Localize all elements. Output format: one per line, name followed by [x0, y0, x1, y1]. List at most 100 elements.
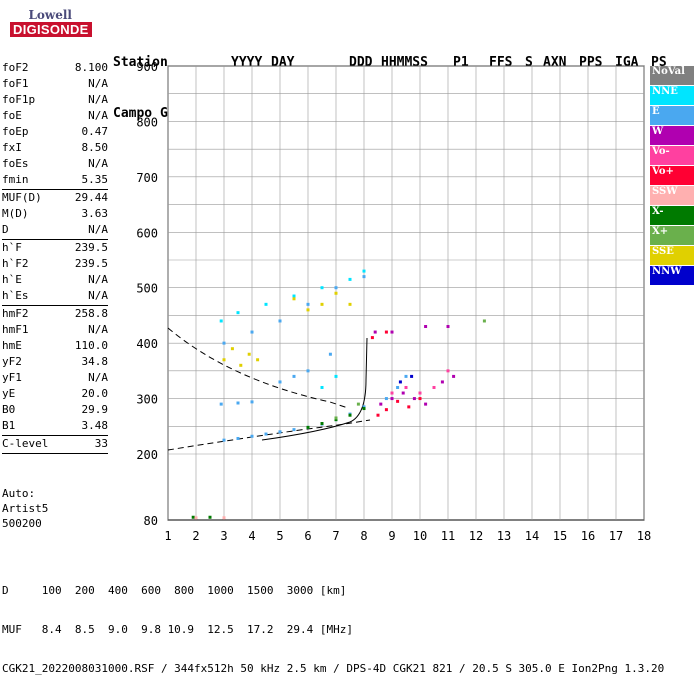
data-point-x- [191, 515, 195, 519]
data-point-nne [320, 286, 324, 290]
param-row: yF2 34.8 [2, 354, 108, 370]
polarization-legend: NoVal NNE E W Vo- Vo+ SSW X- X+ SSE NNW [650, 66, 694, 286]
auto-program: Artist5 [2, 502, 49, 515]
data-point-sse [334, 291, 338, 295]
data-point-e [334, 286, 338, 290]
ionogram-plot: 1 2 3 4 5 6 7 8 9 10 11 12 13 14 15 16 17 188020030040050… [136, 60, 651, 543]
param-row: B0 29.9 [2, 402, 108, 418]
data-point-e [292, 428, 296, 432]
x-tick-label: 16 [581, 529, 595, 543]
x-tick-label: 1 [164, 529, 171, 543]
data-point-w [373, 330, 377, 334]
data-point-vo- [418, 391, 422, 395]
x-tick-label: 13 [497, 529, 511, 543]
param-value: N/A [88, 77, 108, 90]
y-tick-label: 900 [136, 60, 158, 74]
data-point-nne [219, 319, 223, 323]
param-name: hmF1 [2, 323, 29, 336]
data-point-w [390, 397, 394, 401]
legend-item-ssw: SSW [650, 186, 694, 206]
x-tick-label: 3 [220, 529, 227, 543]
data-point-e [250, 434, 254, 438]
param-row: yE 20.0 [2, 386, 108, 402]
param-name: MUF(D) [2, 191, 42, 204]
x-tick-label: 14 [525, 529, 539, 543]
data-point-w [424, 402, 428, 406]
footer-info: D 100 200 400 600 800 1000 1500 3000 [km… [2, 558, 664, 688]
param-value: N/A [88, 93, 108, 106]
param-row: h`Es N/A [2, 288, 108, 304]
profile-curve [261, 337, 368, 441]
data-point-x- [348, 413, 352, 417]
param-value: 3.63 [81, 207, 109, 220]
data-point-e [236, 436, 240, 440]
param-row: foF2 8.100 [2, 60, 108, 76]
param-name: yE [2, 387, 16, 400]
x-tick-label: 17 [609, 529, 623, 543]
model-curve-lower [167, 419, 371, 451]
data-point-nne [292, 294, 296, 298]
param-name: hmF2 [2, 307, 29, 320]
data-point-vo- [384, 330, 388, 334]
data-point-e [264, 432, 268, 436]
param-value: 239.5 [74, 257, 108, 270]
x-tick-label: 10 [413, 529, 427, 543]
data-point-e [396, 385, 400, 389]
x-tick-label: 2 [192, 529, 199, 543]
header-label: S [525, 55, 533, 70]
param-name: yF1 [2, 371, 22, 384]
data-point-e [222, 438, 226, 442]
param-value: N/A [88, 371, 108, 384]
data-point-x- [356, 402, 360, 406]
param-separator [2, 305, 108, 306]
x-tick-label: 15 [553, 529, 567, 543]
param-name: foF2 [2, 61, 29, 74]
legend-item-e: E [650, 106, 694, 126]
data-point-vo- [432, 385, 436, 389]
data-point-sse [320, 302, 324, 306]
legend-item-sse: SSE [650, 246, 694, 266]
data-point-vo- [404, 385, 408, 389]
data-point-w [379, 402, 383, 406]
param-name: h`F [2, 241, 22, 254]
auto-code: 500200 [2, 517, 42, 530]
data-point-e [404, 374, 408, 378]
data-point-x- [482, 319, 486, 323]
footer-distance-row: D 100 200 400 600 800 1000 1500 3000 [km… [2, 584, 347, 597]
param-value: 29.9 [81, 403, 109, 416]
param-name: hmE [2, 339, 22, 352]
data-point-e [219, 402, 223, 406]
data-point-w [452, 374, 456, 378]
param-row: h`F2 239.5 [2, 256, 108, 272]
param-name: fxI [2, 141, 22, 154]
param-name: foF1p [2, 93, 36, 106]
data-point-e [384, 397, 388, 401]
data-point-vo- [384, 408, 388, 412]
param-name: h`E [2, 273, 22, 286]
param-separator [2, 435, 108, 436]
param-name: D [2, 223, 9, 236]
data-point-sse [230, 347, 234, 351]
param-name: h`Es [2, 289, 29, 302]
data-point-x- [362, 407, 366, 411]
legend-item-nne: NNE [650, 86, 694, 106]
data-point-sse [306, 308, 310, 312]
data-point-x- [334, 418, 338, 422]
param-row: M(D) 3.63 [2, 206, 108, 222]
param-value: 110.0 [74, 339, 108, 352]
param-row: MUF(D) 29.44 [2, 190, 108, 206]
param-row: hmE 110.0 [2, 338, 108, 354]
y-tick-label: 400 [136, 337, 158, 351]
data-point-e [250, 400, 254, 404]
data-point-e [222, 341, 226, 345]
param-name: B0 [2, 403, 16, 416]
lowell-digisonde-logo: Lowell DIGISONDE [4, 6, 92, 40]
data-point-e [306, 302, 310, 306]
y-tick-label: 300 [136, 393, 158, 407]
legend-item-nnw: NNW [650, 266, 694, 286]
data-point-sse [247, 352, 251, 356]
data-point-vo- [370, 336, 374, 340]
data-point-vo- [390, 391, 394, 395]
param-row: B1 3.48 [2, 418, 108, 434]
data-point-w [412, 397, 416, 401]
